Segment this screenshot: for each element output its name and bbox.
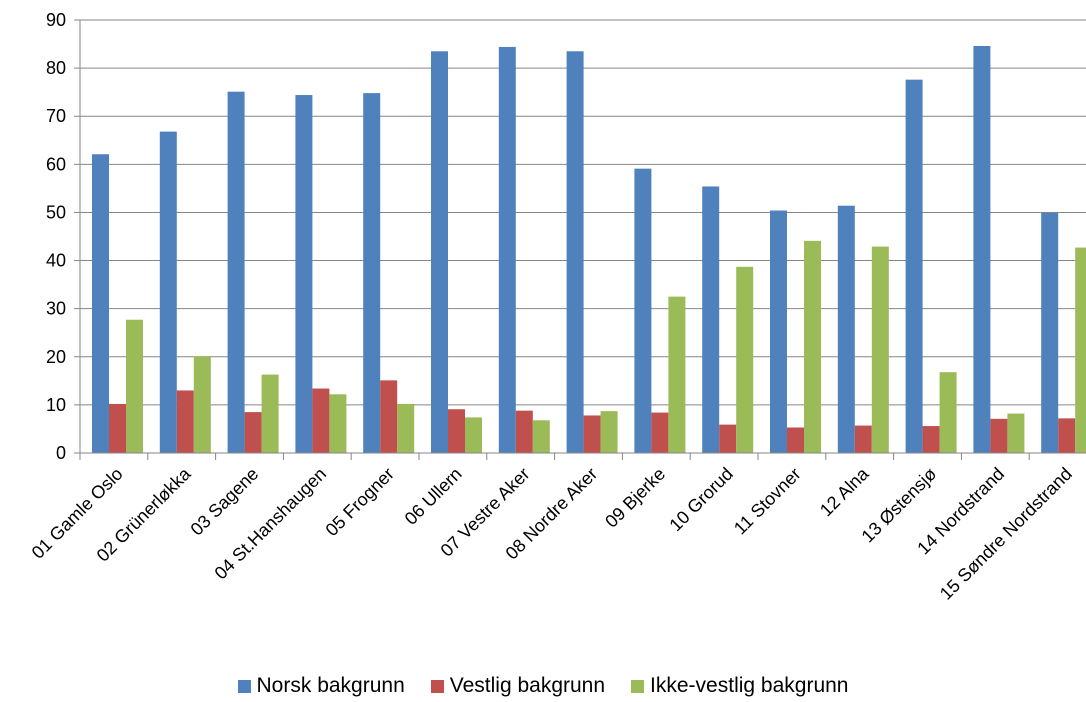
bar-ikke-vestlig-bakgrunn-2 [261, 374, 279, 453]
bar-ikke-vestlig-bakgrunn-0 [126, 319, 143, 453]
bar-ikke-vestlig-bakgrunn-3 [329, 394, 347, 453]
bar-norsk-bakgrunn-12 [905, 79, 923, 453]
bar-vestlig-bakgrunn-13 [990, 418, 1008, 453]
bar-norsk-bakgrunn-9 [702, 186, 720, 453]
y-tick-label: 20 [46, 347, 66, 367]
bar-ikke-vestlig-bakgrunn-7 [600, 411, 618, 453]
bar-norsk-bakgrunn-10 [770, 210, 787, 453]
bar-ikke-vestlig-bakgrunn-5 [465, 417, 482, 453]
y-tick-label: 70 [46, 106, 66, 126]
bar-vestlig-bakgrunn-0 [109, 403, 126, 453]
chart-legend: Norsk bakgrunn Vestlig bakgrunn Ikke-vestl… [0, 674, 1086, 698]
bar-norsk-bakgrunn-8 [634, 168, 652, 453]
bar-ikke-vestlig-bakgrunn-9 [736, 266, 754, 453]
legend-label: Ikke-vestlig bakgrunn [650, 674, 849, 697]
bar-norsk-bakgrunn-13 [973, 45, 991, 453]
bar-vestlig-bakgrunn-11 [854, 425, 872, 453]
bar-norsk-bakgrunn-1 [159, 131, 177, 453]
legend-item: Norsk bakgrunn [237, 674, 405, 698]
x-tick-label: 12 Alna [816, 463, 873, 520]
x-tick-label: 10 Grorud [665, 464, 736, 535]
bar-norsk-bakgrunn-14 [1041, 212, 1059, 453]
x-tick-label: 05 Frogner [322, 464, 398, 540]
bar-ikke-vestlig-bakgrunn-12 [939, 372, 957, 453]
bar-ikke-vestlig-bakgrunn-10 [804, 240, 821, 453]
bar-vestlig-bakgrunn-14 [1058, 418, 1076, 453]
legend-label: Norsk bakgrunn [256, 674, 405, 697]
bar-vestlig-bakgrunn-9 [719, 424, 737, 453]
bar-norsk-bakgrunn-6 [498, 46, 516, 453]
bar-vestlig-bakgrunn-5 [448, 409, 465, 453]
bar-ikke-vestlig-bakgrunn-13 [1007, 413, 1025, 453]
bar-norsk-bakgrunn-7 [566, 51, 584, 454]
bar-ikke-vestlig-bakgrunn-4 [397, 403, 415, 453]
y-tick-label: 30 [46, 299, 66, 319]
bar-vestlig-bakgrunn-7 [583, 415, 601, 453]
bar-vestlig-bakgrunn-4 [380, 380, 398, 453]
legend-swatch [631, 679, 645, 693]
y-tick-label: 50 [46, 202, 66, 222]
legend-swatch [237, 679, 251, 693]
y-tick-label: 90 [46, 10, 66, 30]
x-tick-label: 11 Stovner [730, 464, 805, 539]
x-tick-label: 15 Søndre Nordstrand [936, 464, 1076, 604]
bar-ikke-vestlig-bakgrunn-6 [532, 420, 550, 453]
bar-norsk-bakgrunn-0 [92, 154, 109, 454]
bar-norsk-bakgrunn-5 [431, 51, 448, 454]
x-tick-label: 09 Bjerke [601, 464, 669, 532]
bar-norsk-bakgrunn-4 [363, 93, 381, 453]
bar-vestlig-bakgrunn-6 [515, 410, 533, 453]
legend-swatch [430, 679, 444, 693]
bar-norsk-bakgrunn-11 [837, 205, 855, 453]
y-tick-label: 0 [56, 443, 66, 463]
axes [74, 19, 1086, 460]
y-tick-label: 60 [46, 154, 66, 174]
bar-vestlig-bakgrunn-12 [922, 426, 940, 453]
bar-ikke-vestlig-bakgrunn-14 [1075, 247, 1086, 453]
bar-ikke-vestlig-bakgrunn-11 [871, 246, 889, 453]
bar-norsk-bakgrunn-2 [227, 91, 245, 454]
bar-ikke-vestlig-bakgrunn-8 [668, 296, 686, 453]
bar-ikke-vestlig-bakgrunn-1 [193, 356, 211, 453]
legend-item: Vestlig bakgrunn [430, 674, 606, 698]
bar-norsk-bakgrunn-3 [295, 95, 313, 453]
bar-vestlig-bakgrunn-1 [176, 390, 194, 453]
x-tick-label: 04 St.Hanshaugen [211, 464, 331, 584]
bar-vestlig-bakgrunn-10 [787, 427, 804, 453]
y-tick-label: 80 [46, 58, 66, 78]
bar-vestlig-bakgrunn-2 [244, 412, 262, 453]
legend-label: Vestlig bakgrunn [449, 674, 606, 697]
bars [92, 45, 1086, 454]
bar-vestlig-bakgrunn-3 [312, 388, 330, 453]
y-tick-label: 10 [46, 395, 66, 415]
y-tick-label: 40 [46, 251, 66, 271]
legend-item: Ikke-vestlig bakgrunn [631, 674, 848, 698]
bar-vestlig-bakgrunn-8 [651, 412, 669, 453]
x-tick-label: 06 Ullern [401, 464, 466, 529]
